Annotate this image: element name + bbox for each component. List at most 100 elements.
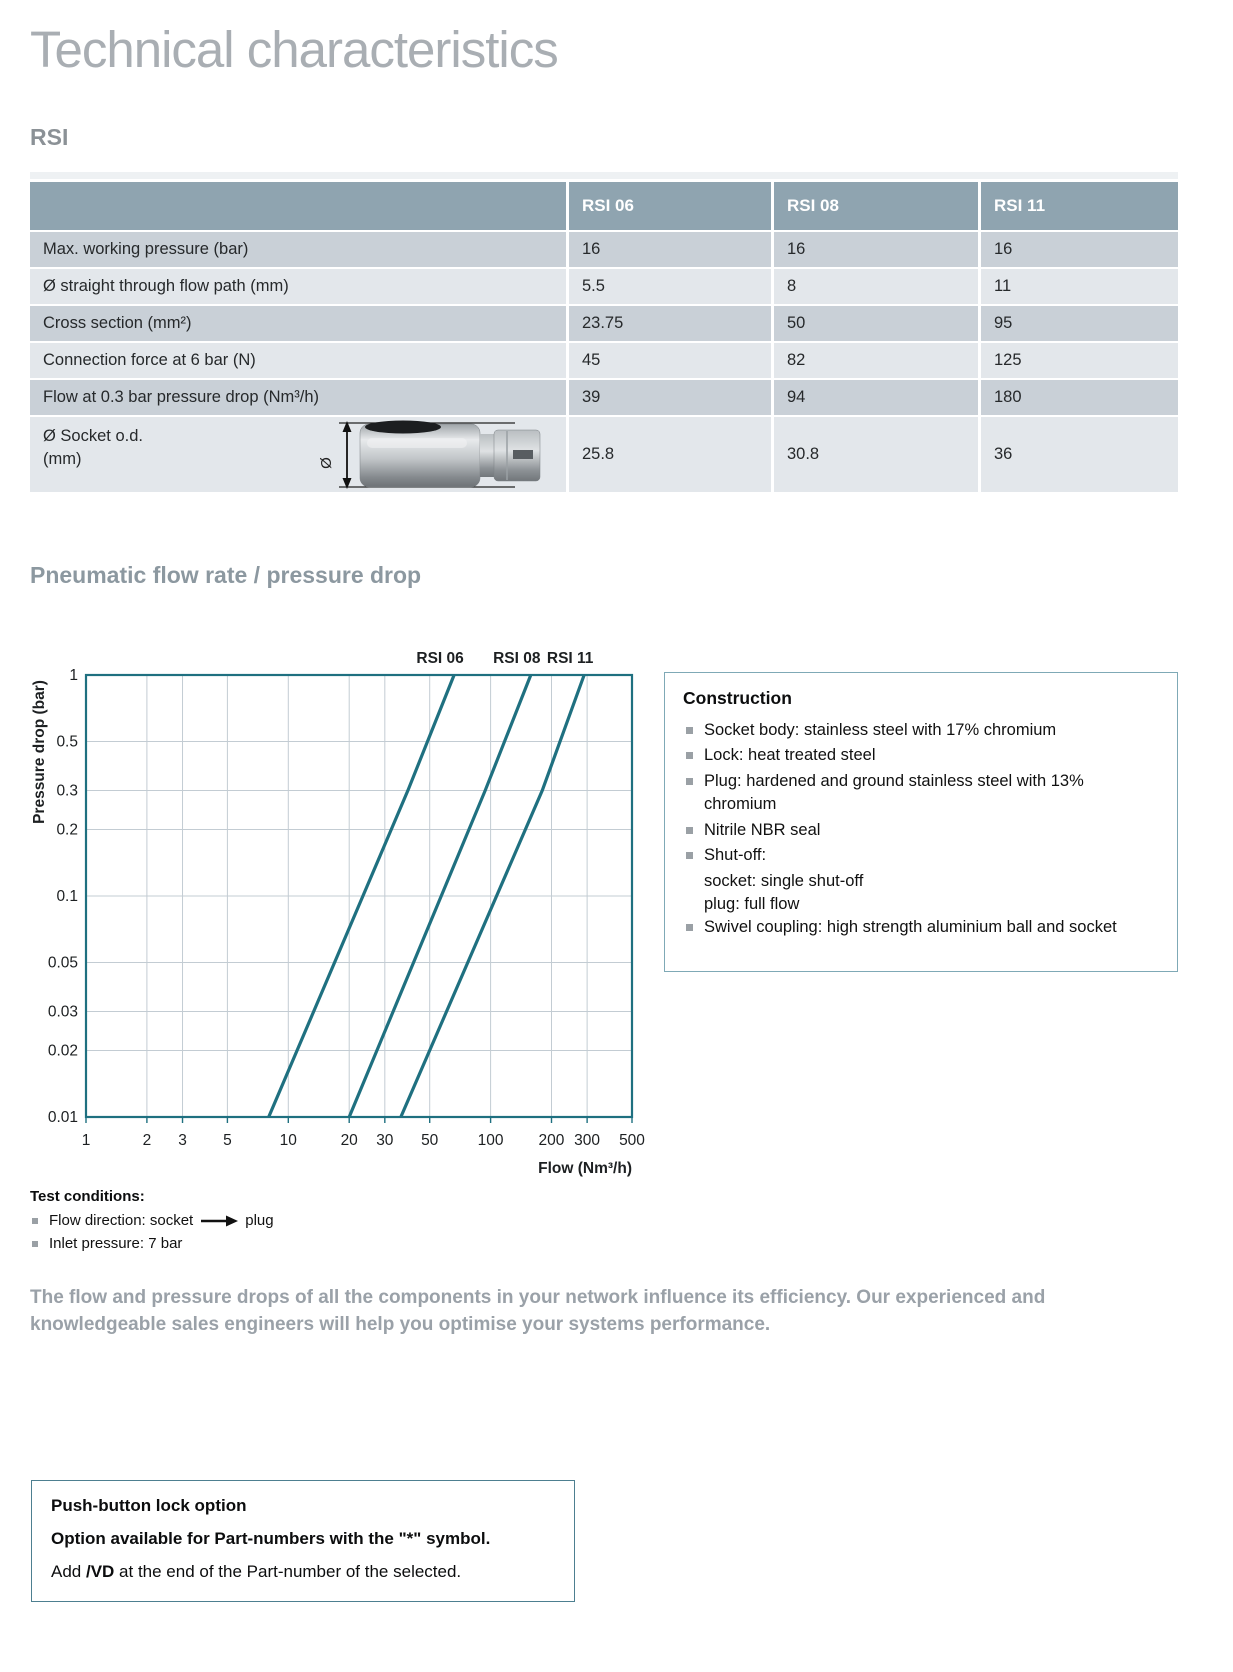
table-row: Max. working pressure (bar) 16 16 16 [30,232,1178,267]
row-label-line: Flow at 0.3 bar pressure drop (Nm³/h) [43,388,320,406]
y-tick-label: 1 [69,667,78,684]
cell-value: 39 [566,380,771,415]
add-line-code: /VD [85,1562,115,1581]
construction-item-text: Lock: heat treated steel [704,746,876,765]
square-bullet-icon [32,1240,38,1247]
x-tick-label: 1 [82,1132,91,1149]
construction-item: Plug: hardened and ground stainless stee… [683,770,1159,817]
cell-value: 82 [771,343,978,378]
cell-value: 25.8 [566,417,771,492]
y-tick-label: 0.03 [48,1004,78,1021]
y-tick-label: 0.2 [56,821,78,838]
flow-pressure-drop-chart: RSI 06 RSI 08 RSI 11 1 2 3 5 10 20 30 50 100 200 300 5… [31,650,645,1177]
construction-list: Socket body: stainless steel with 17% ch… [683,719,1159,940]
right-arrow-icon [201,1215,239,1226]
row-label: Max. working pressure (bar) [30,232,566,267]
chart-section-heading: Pneumatic flow rate / pressure drop [30,562,422,588]
x-tick-label: 2 [143,1132,152,1149]
x-tick-label: 50 [421,1132,439,1149]
cell-value: 16 [978,232,1178,267]
y-tick-label: 0.02 [48,1042,78,1059]
row-label: Ø straight through flow path (mm) [30,269,566,304]
construction-title: Construction [683,688,792,708]
table-row: Cross section (mm²) 23.75 50 95 [30,306,1178,341]
row-label-line: Cross section (mm²) [43,314,192,332]
square-bullet-icon [686,826,693,834]
cell-value: 11 [978,269,1178,304]
construction-item: Lock: heat treated steel [683,744,1159,767]
row-label-line: Ø straight through flow path (mm) [43,277,289,295]
cell-value: 50 [771,306,978,341]
y-axis-title: Pressure drop (bar) [31,680,48,824]
series-label-rsi-08: RSI 08 [493,650,541,667]
construction-item-text: Socket body: stainless steel with 17% ch… [704,721,1057,739]
y-tick-label: 0.05 [48,955,78,972]
x-tick-label: 30 [376,1132,394,1149]
column-header: RSI 06 [566,182,771,230]
rsi-section-heading: RSI [30,124,69,150]
socket-od-diagram: Ø [315,418,555,491]
x-tick-label: 20 [341,1132,359,1149]
construction-item-text: Plug: hardened and ground stainless stee… [704,771,1084,814]
table-top-strip [30,172,1178,179]
test-conditions-heading: Test conditions: [30,1188,145,1205]
series-line-rsi-08 [347,674,533,1118]
flow-direction-pre: Flow direction: socket [49,1212,194,1229]
construction-item-subline: socket: single shut-off [704,871,864,890]
square-bullet-icon [686,777,693,785]
cell-value: 30.8 [771,417,978,492]
rsi-characteristics-table: RSI 06 RSI 08 RSI 11 Max. working pressure… [30,172,1178,492]
test-condition-flow-direction: Flow direction: socket plug [30,1212,274,1229]
cell-value: 8 [771,269,978,304]
push-box-add-line: Add /VD at the end of the Part-number of… [51,1562,555,1582]
x-tick-label: 300 [574,1132,600,1149]
square-bullet-icon [686,727,693,734]
flow-direction-post: plug [245,1212,274,1229]
series-line-rsi-11 [399,674,586,1118]
cell-value: 180 [978,380,1178,415]
diameter-symbol: Ø [318,457,335,469]
square-bullet-icon [32,1217,38,1224]
x-tick-label: 100 [478,1132,504,1149]
column-header: RSI 08 [771,182,978,230]
cell-value: 16 [771,232,978,267]
push-box-title: Push-button lock option [51,1496,247,1515]
table-row: Flow at 0.3 bar pressure drop (Nm³/h) 39 9… [30,380,1178,415]
row-label: Cross section (mm²) [30,306,566,341]
test-condition-inlet-pressure: Inlet pressure: 7 bar [30,1235,274,1252]
table-body: Max. working pressure (bar) 16 16 16 Ø strai… [30,232,1178,492]
y-tick-label: 0.1 [56,888,78,905]
socket-body [359,423,481,488]
x-tick-label: 500 [619,1132,645,1149]
x-tick-label: 3 [178,1132,187,1149]
square-bullet-icon [686,752,693,760]
row-label: Connection force at 6 bar (N) [30,343,566,378]
square-bullet-icon [686,924,693,932]
construction-item-text: Nitrile NBR seal [704,820,821,839]
table-row: Connection force at 6 bar (N) 45 82 125 [30,343,1178,378]
row-label-line: (mm) [43,450,82,469]
cell-value: 23.75 [566,306,771,341]
row-label-line: Connection force at 6 bar (N) [43,351,256,369]
add-line-pre: Add [51,1562,86,1581]
construction-item: Swivel coupling: high strength aluminium… [683,916,1159,939]
push-box-option-line: Option available for Part-numbers with t… [51,1529,491,1548]
cell-value: 125 [978,343,1178,378]
socket-seal-cap [365,420,441,434]
cell-value: 45 [566,343,771,378]
cell-value: 16 [566,232,771,267]
construction-item: Nitrile NBR seal [683,819,1159,842]
series-label-rsi-11: RSI 11 [547,650,594,667]
y-tick-label: 0.5 [56,734,78,751]
column-header: RSI 11 [978,182,1178,230]
x-tick-label: 200 [539,1132,565,1149]
y-tick-label: 0.01 [48,1109,78,1126]
nut-slot [513,450,533,459]
row-label-line: Max. working pressure (bar) [43,240,249,258]
construction-item-subline: plug: full flow [704,894,800,913]
cell-value: 5.5 [566,269,771,304]
column-header-empty [30,182,566,230]
cell-value: 94 [771,380,978,415]
row-label-line: Ø Socket o.d. [43,427,143,445]
construction-item: Socket body: stainless steel with 17% ch… [683,719,1159,742]
